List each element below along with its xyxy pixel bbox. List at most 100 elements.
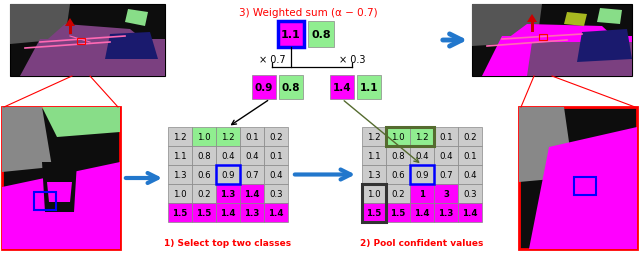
Bar bbox=[434, 165, 458, 184]
Polygon shape bbox=[2, 162, 120, 249]
Text: 0.7: 0.7 bbox=[439, 170, 453, 179]
Text: 1.1: 1.1 bbox=[173, 151, 187, 160]
Text: 0.8: 0.8 bbox=[282, 83, 300, 93]
Text: 1.2: 1.2 bbox=[221, 133, 235, 141]
Bar bbox=[434, 128, 458, 146]
Bar bbox=[216, 165, 240, 184]
Text: 1.1: 1.1 bbox=[367, 151, 381, 160]
Bar bbox=[386, 128, 434, 146]
Bar bbox=[264, 203, 288, 222]
Bar bbox=[362, 184, 386, 203]
Text: 0.8: 0.8 bbox=[391, 151, 405, 160]
Text: 0.4: 0.4 bbox=[245, 151, 259, 160]
Polygon shape bbox=[500, 25, 627, 50]
Bar bbox=[240, 165, 264, 184]
Polygon shape bbox=[472, 5, 542, 47]
Text: 1.3: 1.3 bbox=[220, 189, 236, 198]
Bar bbox=[519, 108, 637, 249]
Bar bbox=[168, 184, 192, 203]
Polygon shape bbox=[125, 10, 148, 27]
Polygon shape bbox=[597, 9, 622, 25]
Polygon shape bbox=[20, 40, 165, 77]
Text: 1.5: 1.5 bbox=[196, 208, 212, 217]
Bar bbox=[574, 177, 596, 195]
Polygon shape bbox=[2, 108, 52, 172]
Text: × 0.7: × 0.7 bbox=[259, 55, 285, 65]
Polygon shape bbox=[482, 37, 632, 77]
Text: 0.4: 0.4 bbox=[415, 151, 429, 160]
Bar bbox=[264, 146, 288, 165]
Bar bbox=[264, 165, 288, 184]
Text: 1.1: 1.1 bbox=[360, 83, 378, 93]
Text: 1.4: 1.4 bbox=[244, 189, 260, 198]
Text: 0.6: 0.6 bbox=[391, 170, 405, 179]
Bar bbox=[410, 184, 434, 203]
Polygon shape bbox=[519, 108, 574, 182]
Text: 0.9: 0.9 bbox=[221, 170, 235, 179]
Text: 1.4: 1.4 bbox=[414, 208, 429, 217]
Bar bbox=[69, 27, 72, 35]
Text: 0.2: 0.2 bbox=[269, 133, 283, 141]
Bar bbox=[240, 203, 264, 222]
Bar bbox=[216, 203, 240, 222]
Bar bbox=[192, 165, 216, 184]
Polygon shape bbox=[42, 162, 77, 212]
Bar bbox=[458, 184, 482, 203]
Bar bbox=[216, 165, 240, 184]
Text: 1.3: 1.3 bbox=[367, 170, 381, 179]
Bar bbox=[362, 203, 386, 222]
Bar bbox=[362, 128, 386, 146]
Bar bbox=[386, 146, 410, 165]
Bar bbox=[362, 146, 386, 165]
Polygon shape bbox=[564, 13, 587, 27]
Bar bbox=[34, 192, 56, 210]
Bar bbox=[192, 184, 216, 203]
Bar bbox=[240, 184, 264, 203]
Polygon shape bbox=[527, 43, 632, 77]
Text: 0.4: 0.4 bbox=[439, 151, 453, 160]
Text: × 0.3: × 0.3 bbox=[339, 55, 365, 65]
Bar bbox=[168, 128, 192, 146]
Bar bbox=[410, 146, 434, 165]
Bar bbox=[386, 128, 410, 146]
Text: 3) Weighted sum (α − 0.7): 3) Weighted sum (α − 0.7) bbox=[239, 8, 378, 18]
Text: 1.3: 1.3 bbox=[438, 208, 454, 217]
Bar bbox=[240, 128, 264, 146]
Bar bbox=[192, 146, 216, 165]
Text: 1: 1 bbox=[419, 189, 425, 198]
Bar bbox=[192, 128, 216, 146]
Text: 0.3: 0.3 bbox=[463, 189, 477, 198]
Text: 0.2: 0.2 bbox=[463, 133, 477, 141]
Text: 1.3: 1.3 bbox=[244, 208, 260, 217]
Text: 0.4: 0.4 bbox=[463, 170, 477, 179]
Text: 0.8: 0.8 bbox=[311, 30, 331, 40]
Bar bbox=[278, 22, 304, 48]
Text: 1.5: 1.5 bbox=[172, 208, 188, 217]
Text: 0.1: 0.1 bbox=[439, 133, 453, 141]
Bar bbox=[472, 5, 632, 77]
Text: 0.1: 0.1 bbox=[463, 151, 477, 160]
Text: 1.5: 1.5 bbox=[366, 208, 381, 217]
Text: 0.9: 0.9 bbox=[415, 170, 429, 179]
Bar bbox=[2, 108, 120, 249]
Text: 0.4: 0.4 bbox=[269, 170, 283, 179]
Bar bbox=[252, 76, 276, 100]
Bar bbox=[362, 165, 386, 184]
Polygon shape bbox=[105, 33, 158, 60]
Text: 1.0: 1.0 bbox=[197, 133, 211, 141]
Text: 0.9: 0.9 bbox=[255, 83, 273, 93]
Polygon shape bbox=[40, 25, 155, 50]
Text: 1.5: 1.5 bbox=[390, 208, 406, 217]
Bar bbox=[308, 22, 334, 48]
Text: 3: 3 bbox=[443, 189, 449, 198]
Polygon shape bbox=[10, 5, 70, 45]
Bar bbox=[458, 128, 482, 146]
Text: 0.8: 0.8 bbox=[197, 151, 211, 160]
Text: 1) Select top two classes: 1) Select top two classes bbox=[164, 238, 292, 247]
Bar bbox=[434, 203, 458, 222]
Text: 1.0: 1.0 bbox=[367, 189, 381, 198]
Text: 2) Pool confident values: 2) Pool confident values bbox=[360, 238, 484, 247]
Text: 1.2: 1.2 bbox=[415, 133, 429, 141]
Bar bbox=[77, 39, 85, 45]
Text: 0.1: 0.1 bbox=[245, 133, 259, 141]
